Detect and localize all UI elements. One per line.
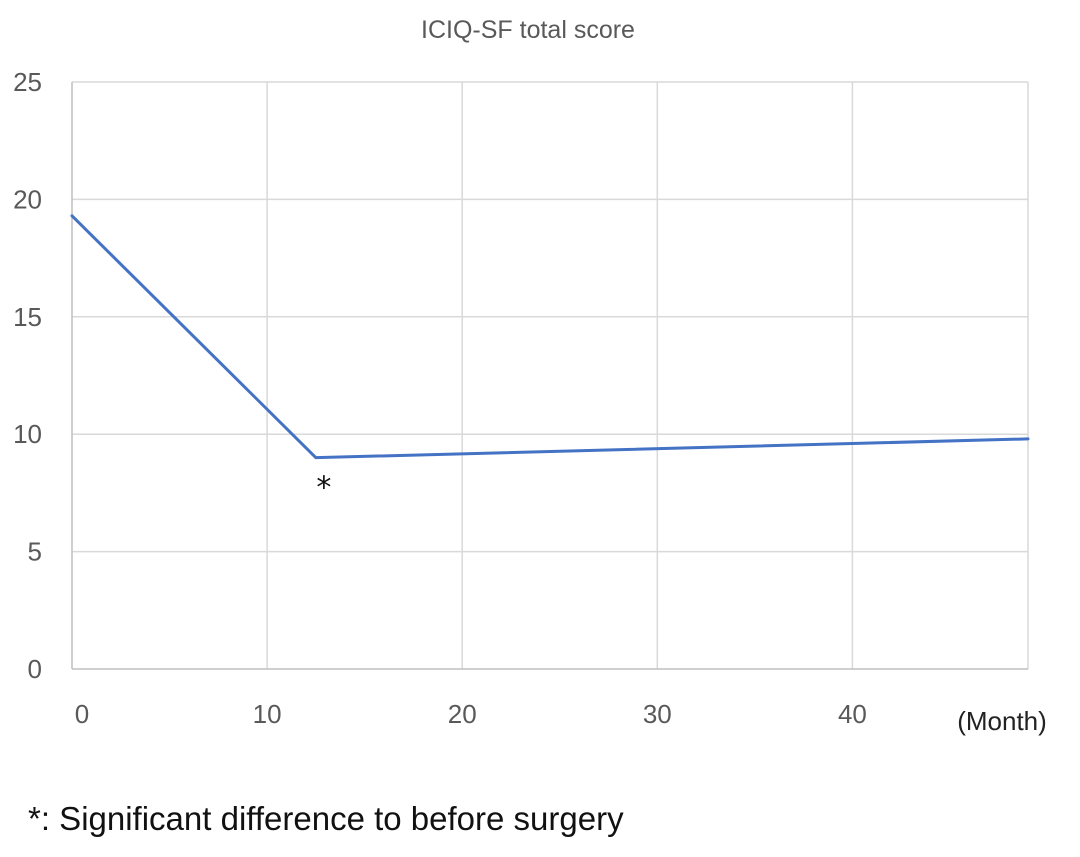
x-tick-label: 10 — [253, 699, 282, 729]
y-tick-label: 5 — [28, 537, 42, 567]
x-axis-ticks: 0 10 20 30 40 — [75, 699, 867, 729]
y-tick-label: 10 — [13, 419, 42, 449]
y-tick-label: 20 — [13, 184, 42, 214]
gridlines — [72, 81, 1029, 669]
annotations: * — [316, 471, 331, 506]
series-line — [70, 214, 1030, 460]
y-tick-label: 25 — [13, 67, 42, 97]
footnote: *: Significant difference to before surg… — [28, 800, 624, 837]
x-tick-label: 20 — [448, 699, 477, 729]
y-axis-ticks: 0 5 10 15 20 25 — [13, 67, 42, 684]
series-group — [70, 214, 1030, 460]
y-tick-label: 15 — [13, 302, 42, 332]
x-tick-label: 30 — [643, 699, 672, 729]
axes — [71, 82, 1028, 670]
y-tick-label: 0 — [28, 654, 42, 684]
x-tick-label: 40 — [838, 699, 867, 729]
x-tick-label: 0 — [75, 699, 89, 729]
chart-title: ICIQ-SF total score — [421, 16, 635, 44]
significance-marker: * — [316, 471, 331, 506]
x-axis-label: (Month) — [957, 706, 1047, 736]
